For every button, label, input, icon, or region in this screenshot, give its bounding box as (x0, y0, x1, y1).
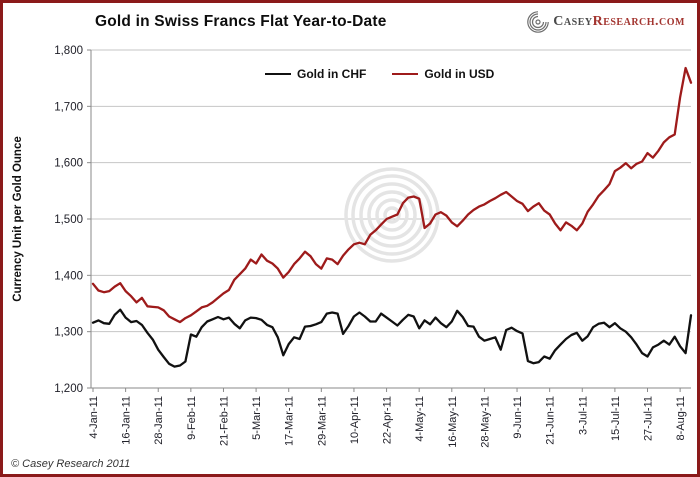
x-tick-label: 9-Jun-11 (512, 396, 524, 439)
y-tick-label: 1,800 (54, 45, 83, 57)
chart-title: Gold in Swiss Francs Flat Year-to-Date (95, 13, 387, 30)
x-tick-label: 5-Mar-11 (251, 396, 263, 440)
x-tick-label: 15-Jul-11 (610, 396, 622, 441)
watermark-ring (375, 198, 409, 232)
watermark-spiral-icon (344, 167, 440, 263)
copyright-notice: © Casey Research 2011 (11, 458, 131, 470)
watermark-ring (344, 167, 440, 263)
x-tick-label: 28-May-11 (479, 396, 491, 448)
line-chart: 1,200 1,300 1,400 1,500 1,600 1,700 1,800 4-Jan… (12, 45, 693, 448)
spiral-logo-icon (527, 11, 550, 33)
x-tick-label: 17-Mar-11 (284, 396, 296, 446)
x-tick-label: 16-May-11 (447, 396, 459, 448)
x-tick-label: 10-Apr-11 (349, 396, 361, 444)
series-line-gold-in-chf (91, 308, 693, 368)
logo-text-casey: Casey (553, 14, 593, 29)
legend-item-gold-chf: Gold in CHF (265, 67, 366, 81)
x-tick-label: 8-Aug-11 (675, 396, 687, 440)
x-tick-label: 27-Jul-11 (643, 396, 655, 441)
y-tick-label: 1,500 (54, 214, 83, 226)
x-tick-label: 22-Apr-11 (382, 396, 394, 444)
gold-usd-line-swatch (392, 73, 419, 75)
y-tick-label: 1,700 (54, 101, 83, 113)
legend-label-gold-usd: Gold in USD (424, 67, 495, 81)
x-tick-label: 21-Jun-11 (545, 396, 557, 445)
x-tick-label: 28-Jan-11 (153, 396, 165, 445)
y-tick-label: 1,600 (54, 158, 83, 170)
watermark-ring (351, 174, 433, 256)
series-line-gold-in-usd (91, 66, 693, 324)
x-tick-label: 4-May-11 (414, 396, 426, 442)
y-axis-title: Currency Unit per Gold Ounce (12, 136, 24, 302)
x-tick-label: 16-Jan-11 (121, 396, 133, 445)
x-tick-label: 3-Jul-11 (577, 396, 589, 435)
y-tick-label: 1,400 (54, 270, 83, 282)
legend-item-gold-usd: Gold in USD (392, 67, 494, 81)
y-tick-label: 1,300 (54, 327, 83, 339)
watermark-ring (367, 190, 417, 240)
x-tick-label: 4-Jan-11 (88, 396, 100, 439)
x-tick-label: 21-Feb-11 (218, 396, 230, 446)
chart-legend: Gold in CHF Gold in USD (265, 67, 494, 81)
x-tick-label: 9-Feb-11 (186, 396, 198, 440)
gold-chf-line-swatch (265, 73, 291, 75)
y-tick-label: 1,200 (54, 383, 83, 395)
x-tick-label: 29-Mar-11 (316, 396, 328, 446)
legend-label-gold-chf: Gold in CHF (297, 67, 367, 81)
logo-text-research: Research.com (592, 14, 685, 29)
watermark-ring (383, 206, 401, 224)
casey-research-logo: CaseyResearch.com (527, 11, 685, 33)
logo-text: CaseyResearch.com (553, 14, 685, 30)
